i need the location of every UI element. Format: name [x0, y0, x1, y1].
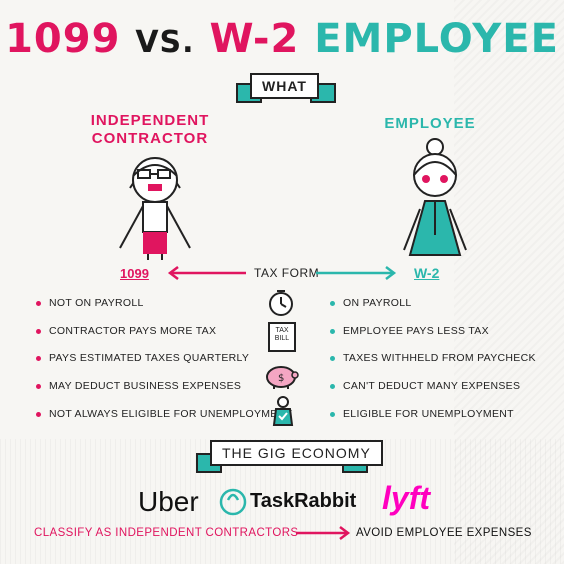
contractor-figure-icon — [119, 157, 191, 260]
what-banner: WHAT — [250, 73, 319, 99]
svg-text:$: $ — [278, 373, 284, 384]
contractor-heading-line1: INDEPENDENT — [90, 112, 210, 129]
title-vs: VS. — [135, 25, 195, 60]
taskrabbit-logo-icon — [219, 488, 247, 516]
classify-text: CLASSIFY AS INDEPENDENT CONTRACTORS — [34, 527, 299, 539]
employee-heading: EMPLOYEE — [384, 115, 476, 132]
contractor-heading-line2: CONTRACTOR — [91, 130, 209, 147]
gig-economy-label: THE GIG ECONOMY — [222, 445, 371, 461]
lyft-logo: lyft — [382, 480, 430, 516]
contractor-item: MAY DEDUCT BUSINESS EXPENSES — [36, 380, 241, 392]
pink-arrow-left-icon — [167, 266, 246, 280]
tax-form-1099: 1099 — [120, 266, 149, 281]
title-w2: W-2 — [209, 16, 300, 62]
gig-economy-banner: THE GIG ECONOMY — [210, 440, 383, 466]
contractor-item: CONTRACTOR PAYS MORE TAX — [36, 325, 216, 337]
title-1099: 1099 — [5, 16, 121, 62]
tax-form-w2: W-2 — [414, 265, 440, 281]
piggy-bank-icon: $ — [266, 366, 299, 389]
employee-figure-icon — [403, 138, 467, 256]
employee-item: EMPLOYEE PAYS LESS TAX — [330, 325, 489, 337]
tax-form-label: TAX FORM — [254, 266, 320, 280]
pink-arrow-right-icon — [296, 526, 351, 540]
contractor-item: PAYS ESTIMATED TAXES QUARTERLY — [36, 352, 249, 364]
person-check-icon — [272, 396, 294, 426]
what-label: WHAT — [262, 78, 307, 94]
tax-bill-icon: TAX BILL — [268, 322, 296, 352]
clock-icon — [269, 290, 293, 316]
avoid-expenses-text: AVOID EMPLOYEE EXPENSES — [356, 527, 532, 539]
uber-logo: Uber — [138, 486, 199, 517]
page-title: 1099 VS. W-2 EMPLOYEE — [0, 16, 564, 62]
title-employee: EMPLOYEE — [314, 16, 559, 62]
contractor-heading: INDEPENDENT CONTRACTOR — [70, 112, 230, 148]
contractor-item: NOT ALWAYS ELIGIBLE FOR UNEMPLOYMENT — [36, 408, 292, 420]
employee-item: TAXES WITHHELD FROM PAYCHECK — [330, 352, 536, 364]
employee-item: ELIGIBLE FOR UNEMPLOYMENT — [330, 408, 514, 420]
employee-item: ON PAYROLL — [330, 297, 412, 309]
taskrabbit-logo: TaskRabbit — [250, 490, 357, 512]
contractor-item: NOT ON PAYROLL — [36, 297, 144, 309]
teal-arrow-right-icon — [316, 266, 397, 280]
employee-item: CAN'T DEDUCT MANY EXPENSES — [330, 380, 520, 392]
napkin-texture-edge — [454, 0, 564, 564]
